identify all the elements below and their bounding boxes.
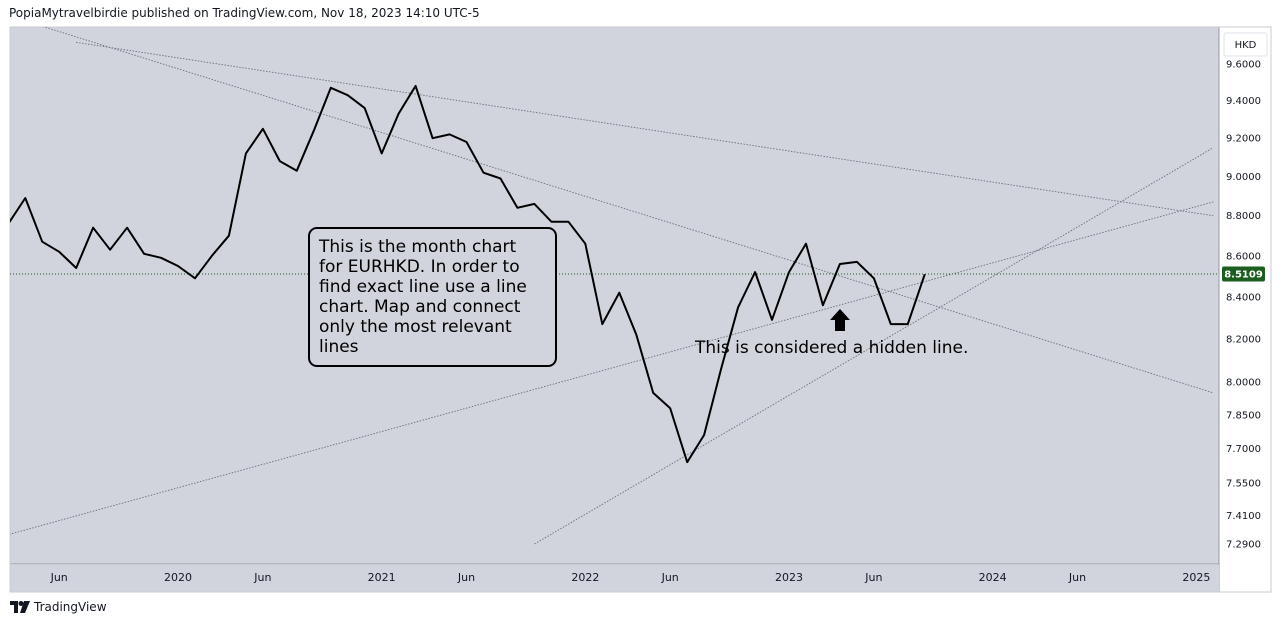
time-axis-ticks: Jun 2020 Jun 2021 Jun 2022 Jun 2023 Jun 2024 Jun 20… [50,571,1211,584]
price-tick-label: 8.6000 [1226,251,1261,262]
note-line: This is the month chart [318,237,517,257]
time-tick-label: Jun [50,571,68,584]
time-tick-label: 2024 [979,571,1007,584]
time-tick-label: 2020 [164,571,192,584]
note-box[interactable]: This is the month chart for EURHKD. In o… [308,227,557,367]
time-tick-label: 2025 [1182,571,1210,584]
price-axis-bg[interactable] [1220,27,1271,592]
price-tick-label: 9.0000 [1226,172,1261,183]
trendline[interactable] [534,147,1214,545]
note-line: chart. Map and connect [319,297,521,317]
time-tick-label: 2021 [368,571,396,584]
price-tick-label: 8.0000 [1226,377,1261,388]
price-axis-ticks: 9.6000 9.4000 9.2000 9.0000 8.8000 8.6000 8.40… [1226,60,1261,551]
note-line: lines [319,337,359,357]
up-arrow-icon [830,309,850,331]
tradingview-logo-icon [10,601,30,613]
price-tick-label: 8.2000 [1226,334,1261,345]
price-line-series [10,84,926,464]
svg-text:This is the month chart: This is the month chart for EURHKD. In o… [318,237,532,357]
currency-badge-label: HKD [1235,40,1257,51]
outer-frame [9,26,1272,593]
time-tick-label: Jun [457,571,475,584]
time-tick-label: 2023 [775,571,803,584]
time-axis-bg[interactable] [10,565,1219,592]
currency-badge[interactable]: HKD [1223,32,1268,57]
price-tick-label: 7.7000 [1226,444,1261,455]
price-tick-label: 8.8000 [1226,211,1261,222]
hidden-line-annotation: This is considered a hidden line. [694,338,968,358]
price-tick-label: 9.6000 [1226,60,1261,71]
trendline[interactable] [8,16,1214,394]
time-tick-label: Jun [661,571,679,584]
time-tick-label: Jun [1068,571,1086,584]
last-price-label: 8.5109 [1224,269,1263,280]
price-tick-label: 8.4000 [1226,292,1261,303]
price-tick-label: 9.4000 [1226,96,1261,107]
trendline[interactable] [0,201,1214,544]
time-tick-label: Jun [864,571,882,584]
plot-area[interactable] [10,27,1219,564]
price-tick-label: 9.2000 [1226,134,1261,145]
last-price-badge: 8.5109 [1222,266,1265,282]
note-line: for EURHKD. In order to [319,257,520,277]
note-line: find exact line use a line [319,277,527,297]
footer-brand[interactable]: TradingView [10,600,107,614]
trendlines [0,16,1214,545]
price-tick-label: 7.4100 [1226,511,1261,522]
time-tick-label: Jun [253,571,271,584]
price-tick-label: 7.5500 [1226,478,1261,489]
publication-attribution: PopiaMytravelbirdie published on Trading… [9,6,480,20]
footer-brand-label: TradingView [34,600,107,614]
note-line: only the most relevant [319,317,512,337]
price-tick-label: 7.8500 [1226,410,1261,421]
time-tick-label: 2022 [571,571,599,584]
price-tick-label: 7.2900 [1226,540,1261,551]
